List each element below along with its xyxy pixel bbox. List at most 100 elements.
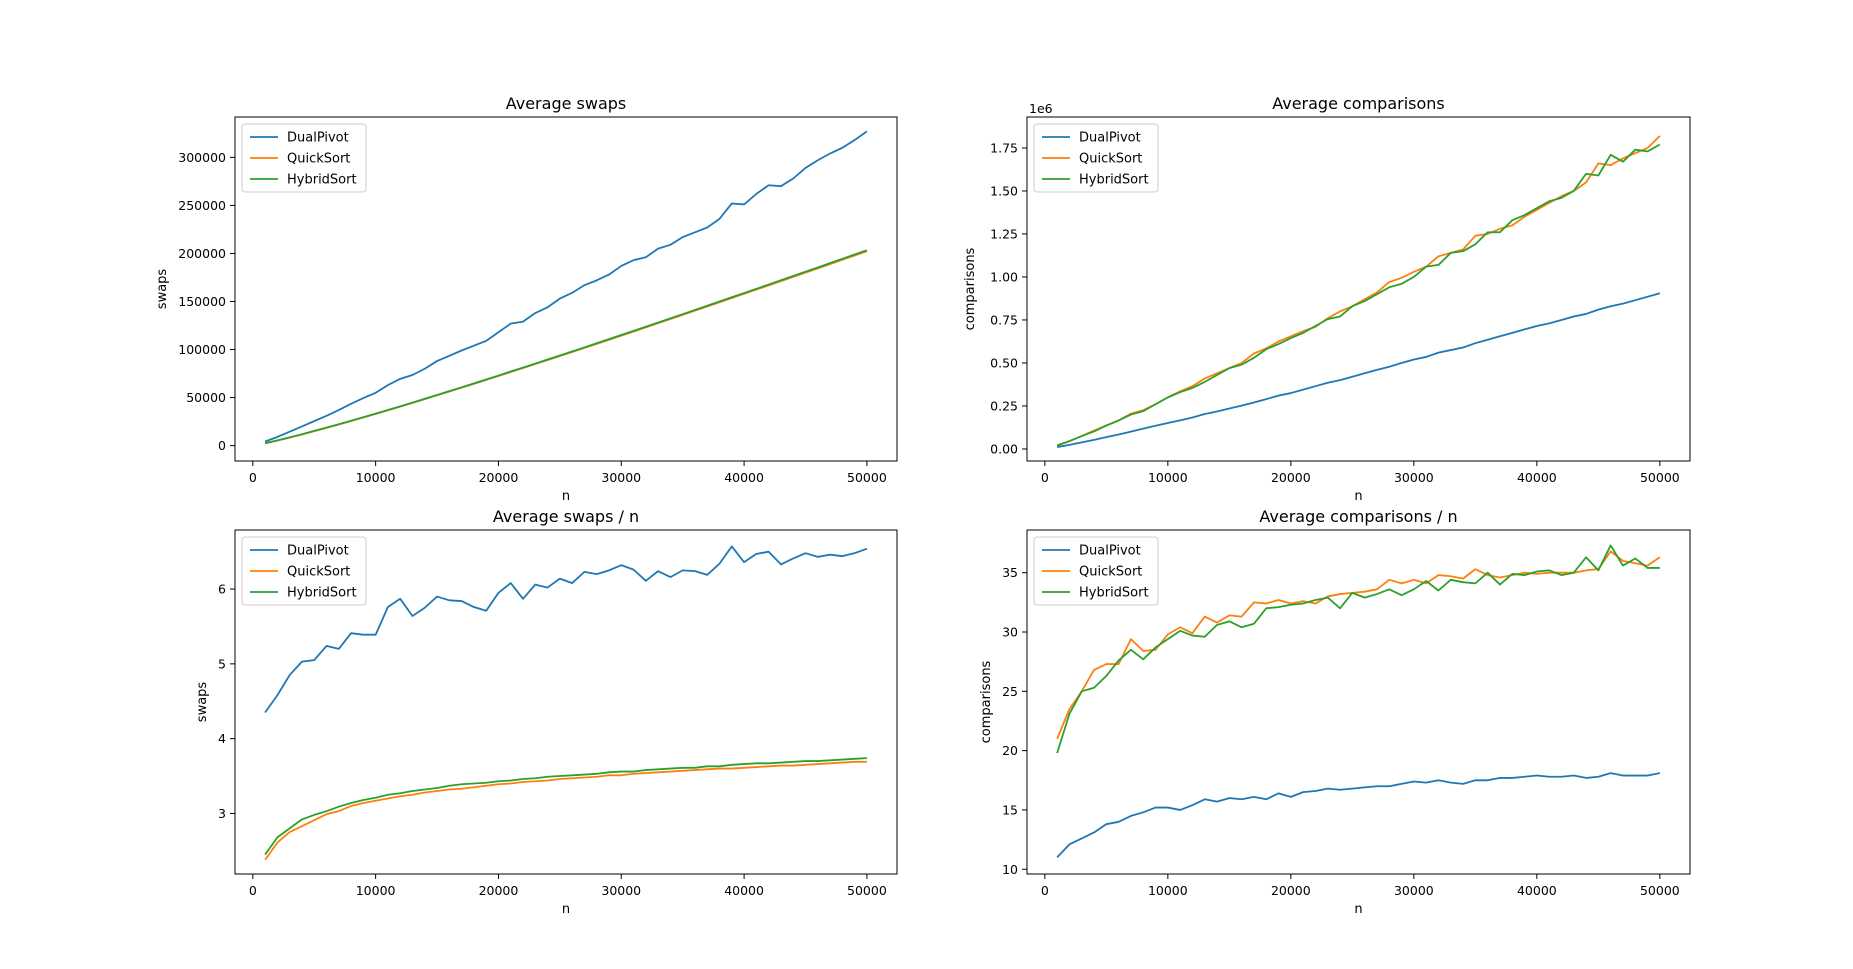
x-tick-label: 20000 (479, 470, 519, 485)
x-tick-label: 0 (1041, 470, 1049, 485)
y-axis-label: comparisons (979, 660, 994, 743)
x-tick-label: 40000 (1517, 470, 1557, 485)
x-axis-label: n (1354, 489, 1362, 504)
x-axis-label: n (562, 489, 570, 504)
legend-label: DualPivot (1079, 544, 1141, 559)
y-tick-label: 1.75 (990, 140, 1018, 155)
y-tick-label: 35 (1002, 565, 1018, 580)
y-axis-label: swaps (195, 682, 210, 723)
x-tick-label: 40000 (724, 470, 764, 485)
y-tick-label: 20 (1002, 743, 1018, 758)
series-line-quicksort (1056, 550, 1661, 740)
x-tick-label: 30000 (1394, 470, 1434, 485)
y-tick-label: 0.25 (990, 398, 1018, 413)
y-tick-label: 1.25 (990, 226, 1018, 241)
y-tick-label: 200000 (178, 246, 226, 261)
x-tick-label: 40000 (1517, 883, 1557, 898)
series-line-hybridsort (1056, 544, 1660, 754)
axes-frame (1026, 116, 1691, 462)
x-tick-label: 0 (249, 470, 257, 485)
y-tick-label: 0.00 (990, 441, 1018, 456)
legend-box (1033, 536, 1159, 606)
x-tick-label: 50000 (1640, 470, 1680, 485)
legend-label: DualPivot (287, 131, 349, 146)
chart-title: Average swaps / n (493, 507, 639, 526)
x-tick-label: 30000 (601, 883, 641, 898)
legend-label: QuickSort (287, 152, 350, 167)
chart-title: Average comparisons / n (1259, 507, 1457, 526)
legend: DualPivot QuickSort HybridSort (241, 536, 367, 606)
x-tick-label: 10000 (1148, 883, 1188, 898)
legend-label: HybridSort (287, 173, 357, 188)
legend-label: HybridSort (287, 586, 357, 601)
y-tick-label: 100000 (178, 342, 226, 357)
x-tick-label: 10000 (1148, 470, 1188, 485)
legend: DualPivot QuickSort HybridSort (241, 123, 367, 193)
y-tick-label: 30 (1002, 625, 1018, 640)
y-tick-label: 150000 (178, 294, 226, 309)
y-axis-label: swaps (155, 269, 170, 310)
y-axis-label: comparisons (963, 247, 978, 330)
legend-label: DualPivot (287, 544, 349, 559)
series-line-dualpivot (1056, 292, 1661, 448)
y-tick-label: 15 (1002, 802, 1018, 817)
x-tick-label: 0 (249, 883, 257, 898)
y-tick-label: 4 (218, 731, 226, 746)
x-axis-label: n (1354, 902, 1362, 917)
legend-label: HybridSort (1079, 173, 1149, 188)
legend: DualPivot QuickSort HybridSort (1033, 536, 1159, 606)
y-tick-label: 300000 (178, 150, 226, 165)
x-tick-label: 20000 (1271, 883, 1311, 898)
chart-panel-4: Average comparisons / n 0 10000 20000 30000 4… (979, 507, 1691, 917)
axes-frame (1026, 529, 1691, 875)
y-offset-text: 1e6 (1029, 101, 1053, 116)
x-tick-label: 50000 (847, 470, 887, 485)
y-tick-label: 0.75 (990, 312, 1018, 327)
series-line-quicksort (264, 760, 867, 861)
series-line-hybridsort (264, 757, 867, 856)
series-line-quicksort (264, 250, 868, 445)
x-tick-label: 20000 (1271, 470, 1311, 485)
y-tick-label: 1.00 (990, 269, 1018, 284)
legend-box (241, 536, 367, 606)
y-tick-label: 6 (218, 582, 226, 597)
x-tick-label: 30000 (601, 470, 641, 485)
x-tick-label: 0 (1041, 883, 1049, 898)
series-line-hybridsort (264, 249, 868, 445)
y-tick-label: 5 (218, 656, 226, 671)
legend: DualPivot QuickSort HybridSort (1033, 123, 1159, 193)
y-tick-label: 50000 (186, 390, 226, 405)
x-axis-label: n (562, 902, 570, 917)
axes-frame (234, 529, 898, 875)
y-tick-label: 25 (1002, 684, 1018, 699)
chart-panel-1: Average swaps 0 10000 20000 30000 40000 50000 0… (155, 94, 898, 504)
x-tick-label: 20000 (479, 883, 519, 898)
x-tick-label: 10000 (356, 470, 396, 485)
x-tick-label: 50000 (1640, 883, 1680, 898)
series-line-dualpivot (264, 130, 868, 443)
legend-box (241, 123, 367, 193)
series-line-dualpivot (1056, 772, 1661, 859)
y-tick-label: 1.50 (990, 183, 1018, 198)
y-tick-label: 0.50 (990, 355, 1018, 370)
legend-label: QuickSort (287, 565, 350, 580)
chart-panel-2: Average comparisons 0 10000 20000 30000 40000… (963, 94, 1691, 504)
y-tick-label: 0 (218, 438, 226, 453)
legend-box (1033, 123, 1159, 193)
x-tick-label: 40000 (724, 883, 764, 898)
y-tick-label: 10 (1002, 862, 1018, 877)
chart-title: Average swaps (506, 94, 627, 113)
x-tick-label: 10000 (356, 883, 396, 898)
x-tick-label: 30000 (1394, 883, 1434, 898)
legend-label: HybridSort (1079, 586, 1149, 601)
y-tick-label: 250000 (178, 198, 226, 213)
series-line-hybridsort (1056, 143, 1661, 447)
x-tick-label: 50000 (847, 883, 887, 898)
chart-title: Average comparisons (1272, 94, 1445, 113)
legend-label: QuickSort (1079, 152, 1142, 167)
axes-frame (234, 116, 898, 462)
legend-label: DualPivot (1079, 131, 1141, 146)
series-line-dualpivot (264, 545, 868, 713)
legend-label: QuickSort (1079, 565, 1142, 580)
